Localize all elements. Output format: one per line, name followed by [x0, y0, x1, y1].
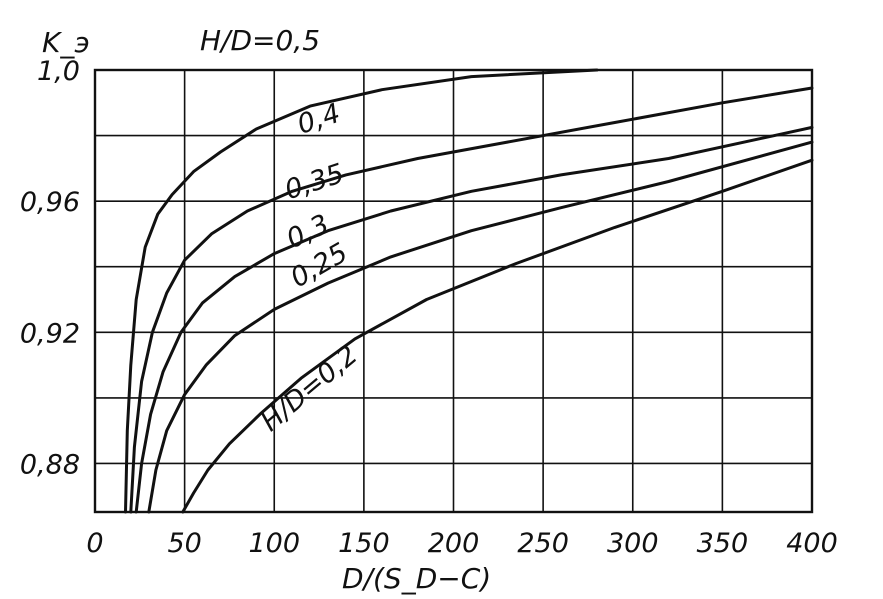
series-lines — [124, 68, 814, 514]
x-tick-label: 150 — [338, 528, 390, 559]
series-line — [124, 68, 599, 514]
x-tick-label: 50 — [167, 528, 201, 559]
chart-title: H/D=0,5 — [200, 24, 320, 57]
x-tick-labels: 0 50 100 150 200 250 300 350 400 — [86, 528, 837, 559]
x-tick-label: 400 — [786, 528, 838, 559]
x-tick-label: 200 — [428, 528, 480, 559]
curve-labels: 0,40,350,30,25H/D=0,2 — [255, 98, 364, 438]
x-tick-label: 250 — [517, 528, 569, 559]
x-tick-label: 350 — [697, 528, 749, 559]
y-tick-label: 0,88 — [20, 449, 80, 480]
x-tick-label: 100 — [248, 528, 300, 559]
y-tick-label: 0,96 — [20, 187, 80, 218]
series-line — [147, 140, 814, 514]
plot-frame — [93, 68, 814, 514]
x-tick-label: 0 — [86, 528, 103, 559]
grid-lines — [95, 69, 812, 512]
y-axis-label: K_э — [42, 26, 90, 59]
curve-label: 0,4 — [294, 98, 344, 141]
series-line — [134, 125, 814, 514]
y-tick-labels: 0,88 0,92 0,96 1,0 — [20, 56, 80, 480]
series-line — [181, 158, 814, 514]
y-tick-label: 1,0 — [37, 56, 80, 87]
x-axis-label: D/(S_D−C) — [342, 562, 491, 595]
curve-label: H/D=0,2 — [255, 340, 364, 438]
series-line — [129, 86, 814, 514]
curve-label: 0,35 — [281, 158, 348, 206]
y-tick-label: 0,92 — [20, 318, 80, 349]
x-tick-label: 300 — [607, 528, 659, 559]
